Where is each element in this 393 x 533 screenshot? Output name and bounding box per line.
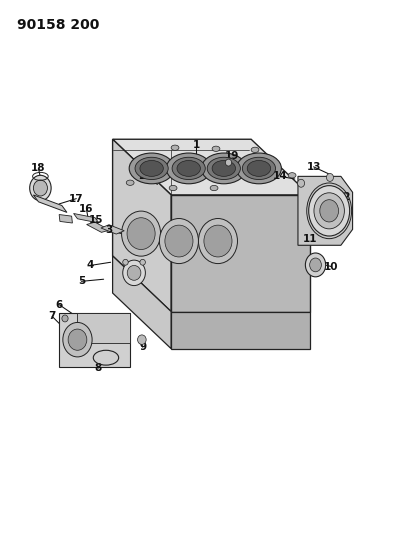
- Polygon shape: [33, 195, 67, 213]
- Ellipse shape: [123, 260, 128, 265]
- Ellipse shape: [314, 193, 344, 229]
- Ellipse shape: [251, 147, 259, 152]
- Ellipse shape: [288, 173, 296, 178]
- Ellipse shape: [198, 219, 237, 264]
- Ellipse shape: [127, 217, 155, 249]
- Polygon shape: [73, 214, 99, 223]
- Text: 15: 15: [88, 215, 103, 225]
- Polygon shape: [77, 313, 130, 343]
- Ellipse shape: [242, 157, 275, 180]
- Text: 4: 4: [87, 261, 94, 270]
- Ellipse shape: [225, 159, 231, 166]
- Text: 14: 14: [273, 172, 288, 181]
- Text: 90158 200: 90158 200: [17, 18, 99, 33]
- Text: 5: 5: [78, 276, 85, 286]
- Text: 9: 9: [139, 342, 146, 352]
- Ellipse shape: [201, 153, 246, 184]
- Text: 2: 2: [138, 172, 145, 181]
- Ellipse shape: [171, 145, 179, 150]
- Ellipse shape: [309, 185, 350, 236]
- Ellipse shape: [310, 258, 321, 272]
- Polygon shape: [59, 215, 72, 223]
- Text: 12: 12: [337, 191, 351, 201]
- Polygon shape: [171, 312, 310, 349]
- Text: 10: 10: [324, 262, 338, 271]
- Text: 19: 19: [224, 151, 239, 161]
- Ellipse shape: [160, 219, 198, 264]
- Ellipse shape: [135, 157, 168, 180]
- Ellipse shape: [129, 153, 174, 184]
- Ellipse shape: [177, 160, 200, 176]
- Ellipse shape: [126, 180, 134, 185]
- Ellipse shape: [140, 160, 163, 176]
- Polygon shape: [113, 139, 171, 312]
- Polygon shape: [113, 139, 310, 195]
- Polygon shape: [113, 256, 171, 349]
- Ellipse shape: [30, 175, 51, 201]
- Text: 13: 13: [306, 162, 321, 172]
- Polygon shape: [101, 225, 124, 234]
- Ellipse shape: [247, 160, 271, 176]
- Text: 8: 8: [95, 364, 102, 373]
- Ellipse shape: [305, 253, 326, 277]
- Ellipse shape: [298, 179, 305, 187]
- Ellipse shape: [210, 185, 218, 191]
- Polygon shape: [59, 313, 130, 367]
- Text: 7: 7: [48, 311, 56, 321]
- Text: 3: 3: [105, 225, 112, 236]
- Ellipse shape: [169, 185, 177, 191]
- Ellipse shape: [140, 260, 145, 265]
- Ellipse shape: [212, 146, 220, 151]
- Ellipse shape: [204, 225, 232, 257]
- Polygon shape: [171, 195, 310, 312]
- Polygon shape: [86, 222, 110, 232]
- Ellipse shape: [320, 200, 338, 222]
- Ellipse shape: [121, 211, 161, 256]
- Ellipse shape: [165, 225, 193, 257]
- Ellipse shape: [327, 173, 334, 181]
- Ellipse shape: [237, 153, 281, 184]
- Polygon shape: [298, 176, 353, 245]
- Ellipse shape: [123, 260, 145, 286]
- Ellipse shape: [63, 322, 92, 357]
- Text: 6: 6: [55, 300, 63, 310]
- Text: 17: 17: [69, 193, 84, 204]
- Ellipse shape: [127, 265, 141, 280]
- Text: 1: 1: [193, 140, 200, 150]
- Ellipse shape: [207, 157, 241, 180]
- Text: 16: 16: [79, 204, 94, 214]
- Ellipse shape: [212, 160, 235, 176]
- Ellipse shape: [138, 335, 146, 344]
- Ellipse shape: [68, 329, 87, 350]
- Text: 11: 11: [303, 234, 317, 244]
- Ellipse shape: [33, 180, 48, 196]
- Ellipse shape: [172, 157, 205, 180]
- Ellipse shape: [166, 153, 211, 184]
- Text: 18: 18: [31, 164, 46, 173]
- Ellipse shape: [62, 315, 68, 322]
